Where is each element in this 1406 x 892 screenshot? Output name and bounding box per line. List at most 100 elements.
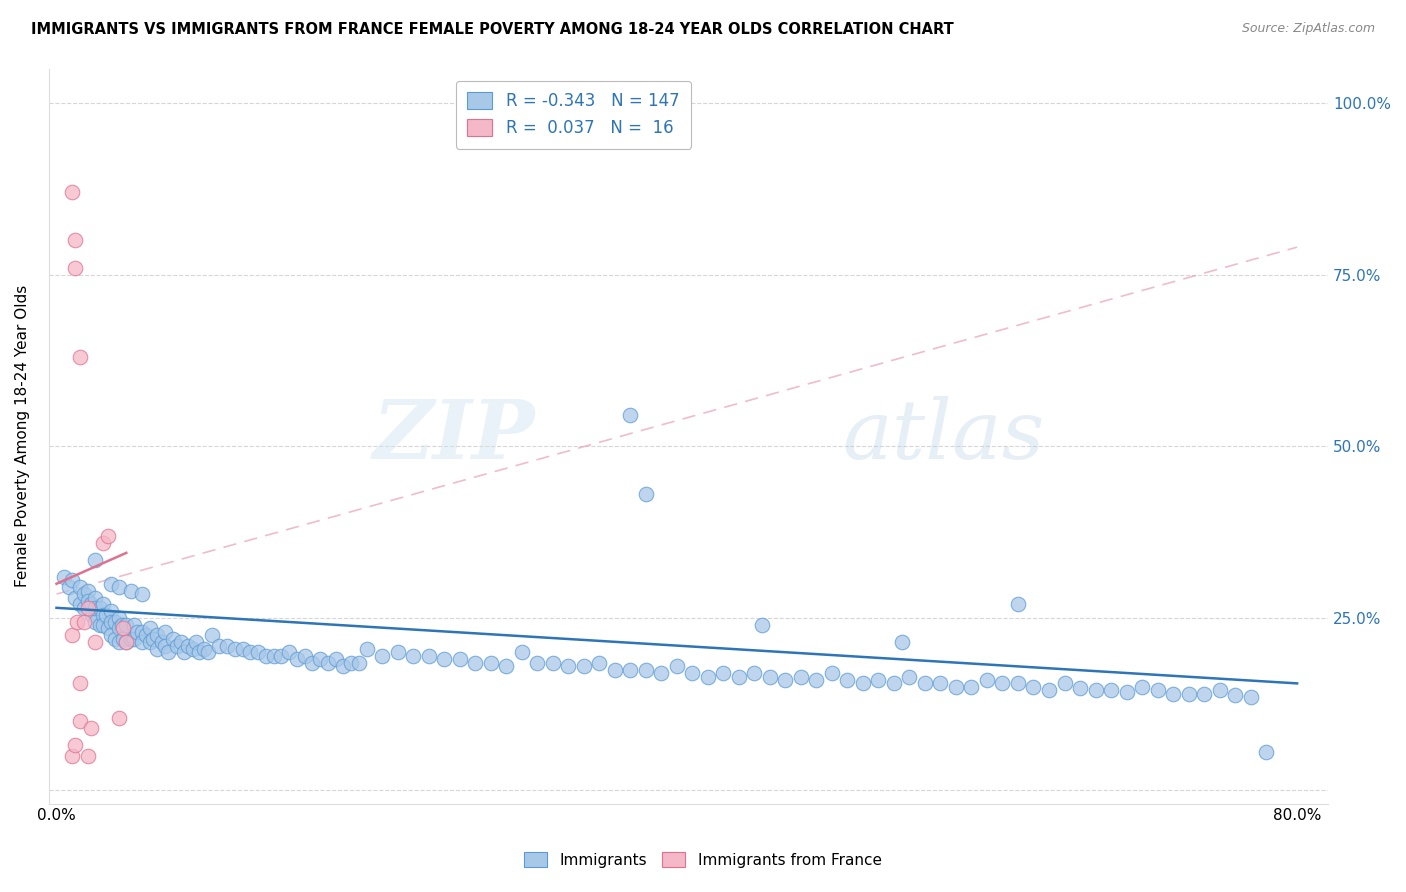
Point bbox=[69, 676, 91, 690]
Point bbox=[1177, 687, 1199, 701]
Point bbox=[131, 587, 153, 601]
Point bbox=[960, 680, 983, 694]
Point bbox=[153, 624, 176, 639]
Point bbox=[727, 669, 749, 683]
Point bbox=[66, 615, 89, 629]
Point bbox=[138, 635, 160, 649]
Point bbox=[79, 721, 101, 735]
Point bbox=[1115, 684, 1137, 698]
Text: atlas: atlas bbox=[842, 396, 1045, 476]
Point bbox=[1223, 688, 1246, 702]
Point bbox=[1208, 683, 1230, 698]
Point bbox=[122, 632, 145, 646]
Point bbox=[122, 618, 145, 632]
Point bbox=[153, 639, 176, 653]
Point bbox=[603, 663, 626, 677]
Point bbox=[1084, 683, 1107, 698]
Point bbox=[58, 580, 80, 594]
Point bbox=[63, 260, 86, 275]
Point bbox=[1161, 687, 1184, 701]
Point bbox=[184, 635, 207, 649]
Point bbox=[76, 748, 98, 763]
Point bbox=[63, 591, 86, 605]
Point bbox=[63, 738, 86, 752]
Point bbox=[588, 656, 610, 670]
Text: Source: ZipAtlas.com: Source: ZipAtlas.com bbox=[1241, 22, 1375, 36]
Point bbox=[479, 656, 502, 670]
Point bbox=[107, 622, 129, 636]
Point bbox=[107, 580, 129, 594]
Point bbox=[301, 656, 323, 670]
Point bbox=[112, 632, 135, 646]
Point bbox=[464, 656, 486, 670]
Point bbox=[188, 645, 211, 659]
Text: ZIP: ZIP bbox=[373, 396, 534, 476]
Point bbox=[91, 535, 114, 549]
Point bbox=[224, 642, 246, 657]
Point bbox=[914, 676, 936, 690]
Point bbox=[557, 659, 579, 673]
Point bbox=[146, 642, 169, 657]
Point bbox=[929, 676, 952, 690]
Point bbox=[1069, 681, 1091, 696]
Point bbox=[84, 553, 107, 567]
Point bbox=[69, 580, 91, 594]
Point bbox=[200, 628, 222, 642]
Point bbox=[759, 669, 782, 683]
Point bbox=[325, 652, 347, 666]
Point bbox=[69, 350, 91, 364]
Legend: Immigrants, Immigrants from France: Immigrants, Immigrants from France bbox=[517, 844, 889, 875]
Point bbox=[883, 676, 905, 690]
Point bbox=[418, 648, 440, 663]
Point bbox=[120, 583, 142, 598]
Point bbox=[104, 615, 127, 629]
Point bbox=[100, 628, 122, 642]
Point bbox=[347, 656, 370, 670]
Point bbox=[69, 714, 91, 728]
Point bbox=[115, 635, 138, 649]
Point bbox=[1007, 676, 1029, 690]
Point bbox=[945, 680, 967, 694]
Point bbox=[100, 576, 122, 591]
Point bbox=[332, 659, 354, 673]
Point bbox=[112, 622, 135, 636]
Point bbox=[97, 529, 120, 543]
Point bbox=[806, 673, 828, 687]
Point bbox=[790, 669, 813, 683]
Point bbox=[1256, 745, 1278, 759]
Point bbox=[665, 659, 688, 673]
Point bbox=[634, 487, 657, 501]
Point bbox=[239, 645, 262, 659]
Point bbox=[162, 632, 184, 646]
Point bbox=[316, 656, 339, 670]
Point bbox=[73, 600, 96, 615]
Point bbox=[173, 645, 195, 659]
Point bbox=[278, 645, 301, 659]
Point bbox=[146, 628, 169, 642]
Point bbox=[387, 645, 409, 659]
Point bbox=[115, 635, 138, 649]
Point bbox=[97, 622, 120, 636]
Point bbox=[821, 666, 844, 681]
Point bbox=[91, 618, 114, 632]
Point bbox=[541, 656, 564, 670]
Point bbox=[572, 659, 595, 673]
Legend: R = -0.343   N = 147, R =  0.037   N =  16: R = -0.343 N = 147, R = 0.037 N = 16 bbox=[456, 80, 690, 149]
Point bbox=[232, 642, 254, 657]
Point bbox=[340, 656, 363, 670]
Point bbox=[526, 656, 548, 670]
Point bbox=[142, 632, 165, 646]
Point bbox=[115, 618, 138, 632]
Point bbox=[60, 185, 83, 199]
Point bbox=[135, 628, 157, 642]
Point bbox=[69, 598, 91, 612]
Point bbox=[254, 648, 277, 663]
Point bbox=[84, 591, 107, 605]
Point bbox=[868, 673, 890, 687]
Point bbox=[1130, 680, 1153, 694]
Point bbox=[197, 645, 219, 659]
Point bbox=[169, 635, 191, 649]
Point bbox=[619, 663, 641, 677]
Point bbox=[433, 652, 456, 666]
Point bbox=[217, 639, 239, 653]
